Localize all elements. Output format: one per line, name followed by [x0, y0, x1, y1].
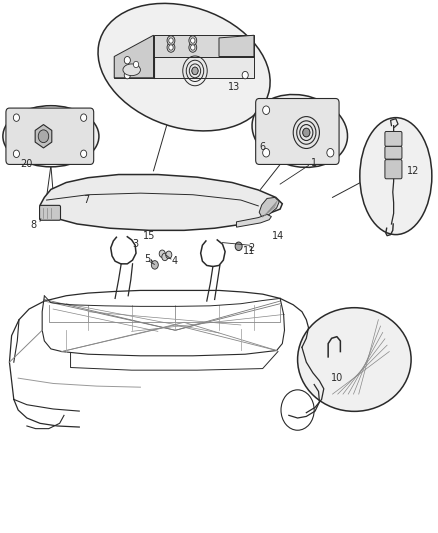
Ellipse shape: [297, 308, 411, 411]
Polygon shape: [259, 197, 279, 219]
Circle shape: [191, 45, 195, 50]
Circle shape: [13, 150, 19, 158]
FancyBboxPatch shape: [6, 108, 94, 165]
Polygon shape: [153, 35, 254, 56]
Circle shape: [189, 43, 197, 52]
FancyBboxPatch shape: [385, 132, 402, 147]
Text: 6: 6: [260, 142, 266, 152]
Circle shape: [327, 149, 334, 157]
Text: 11: 11: [244, 246, 256, 255]
Polygon shape: [40, 174, 283, 230]
Ellipse shape: [98, 3, 270, 131]
Polygon shape: [237, 214, 272, 227]
Circle shape: [192, 67, 198, 75]
Circle shape: [81, 150, 87, 158]
Circle shape: [13, 114, 19, 122]
Ellipse shape: [360, 118, 432, 235]
Text: 7: 7: [83, 195, 89, 205]
Circle shape: [81, 114, 87, 122]
FancyBboxPatch shape: [256, 99, 339, 165]
Circle shape: [191, 38, 195, 43]
Circle shape: [124, 71, 131, 79]
Circle shape: [189, 36, 197, 45]
Text: 1: 1: [311, 158, 317, 168]
Circle shape: [166, 251, 172, 259]
Circle shape: [303, 128, 310, 137]
Ellipse shape: [252, 94, 347, 167]
Polygon shape: [219, 35, 254, 56]
Text: 5: 5: [144, 254, 150, 264]
Polygon shape: [114, 35, 153, 78]
Circle shape: [169, 38, 173, 43]
Text: 2: 2: [249, 243, 255, 253]
Circle shape: [263, 106, 270, 115]
Circle shape: [169, 45, 173, 50]
Circle shape: [167, 36, 175, 45]
Text: 13: 13: [228, 82, 240, 92]
Circle shape: [124, 56, 131, 64]
Text: 10: 10: [331, 373, 343, 383]
Text: 3: 3: [132, 239, 138, 249]
Circle shape: [162, 253, 168, 261]
Circle shape: [151, 261, 158, 269]
Ellipse shape: [123, 64, 141, 76]
Text: 14: 14: [272, 231, 284, 241]
Circle shape: [134, 61, 139, 68]
Text: 8: 8: [30, 220, 36, 230]
Text: 15: 15: [143, 231, 155, 241]
Polygon shape: [114, 56, 254, 78]
Circle shape: [167, 43, 175, 52]
FancyBboxPatch shape: [39, 205, 60, 220]
Text: 4: 4: [171, 256, 177, 266]
Circle shape: [242, 71, 248, 79]
FancyBboxPatch shape: [385, 160, 402, 179]
Text: 12: 12: [407, 166, 420, 176]
Ellipse shape: [3, 106, 99, 167]
Circle shape: [38, 130, 49, 143]
Circle shape: [263, 149, 270, 157]
Circle shape: [159, 250, 165, 257]
Text: 20: 20: [21, 159, 33, 169]
Circle shape: [235, 242, 242, 251]
Polygon shape: [35, 125, 52, 148]
FancyBboxPatch shape: [385, 147, 402, 159]
